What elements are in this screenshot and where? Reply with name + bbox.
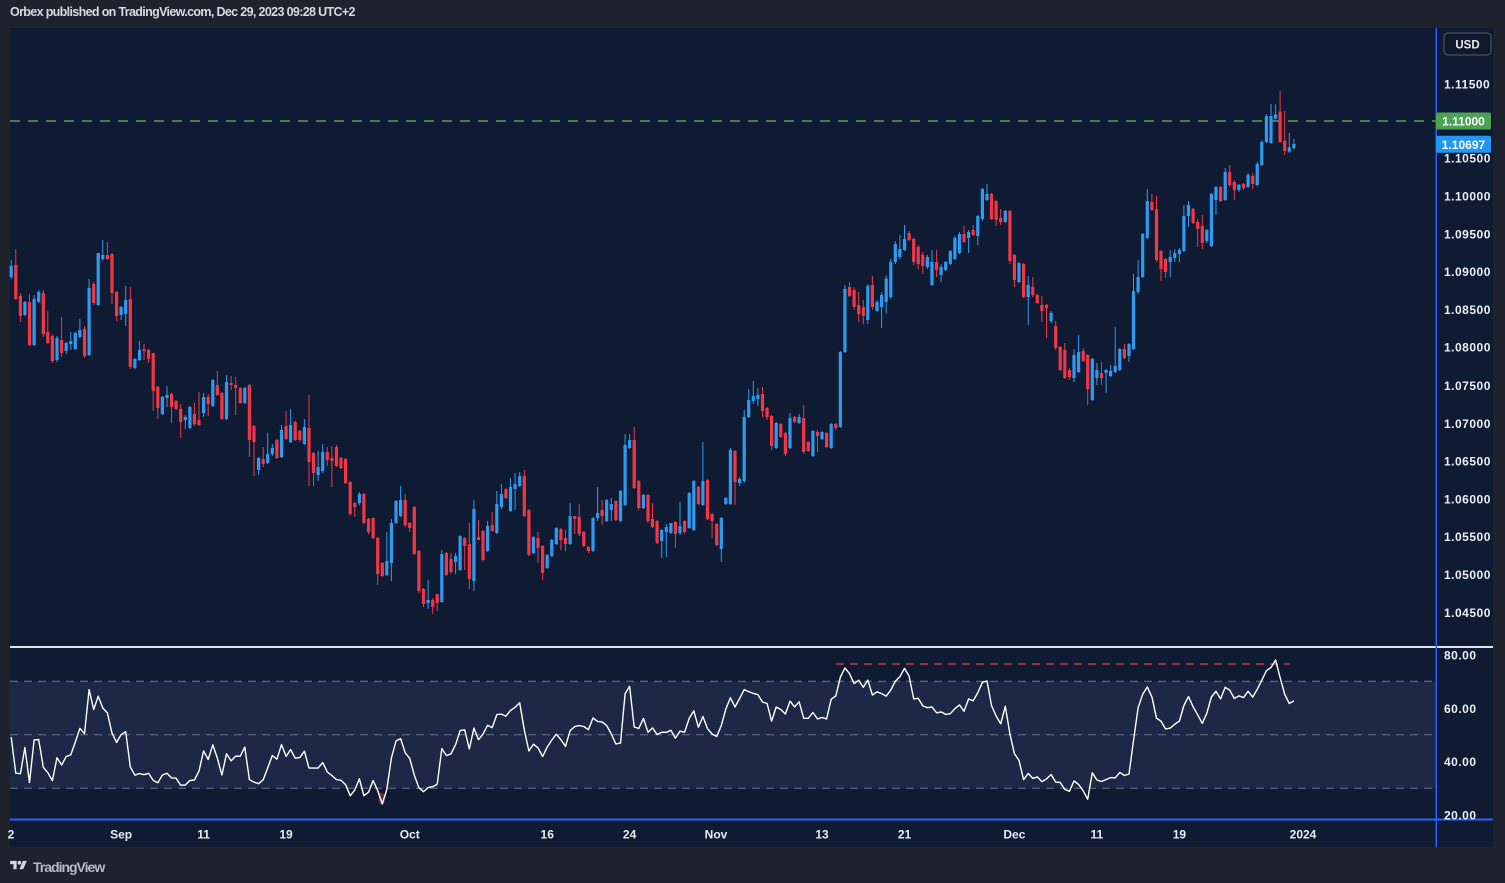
svg-text:USD: USD (1455, 40, 1479, 52)
svg-text:1.10000: 1.10000 (1444, 190, 1491, 204)
svg-text:1.10500: 1.10500 (1444, 152, 1491, 166)
svg-text:21: 21 (898, 828, 912, 842)
svg-text:1.06500: 1.06500 (1444, 455, 1491, 469)
svg-text:1.08000: 1.08000 (1444, 341, 1491, 355)
svg-text:1.06000: 1.06000 (1444, 492, 1491, 506)
svg-text:1.09000: 1.09000 (1444, 265, 1491, 279)
svg-text:1.05000: 1.05000 (1444, 568, 1491, 582)
svg-text:1.09500: 1.09500 (1444, 227, 1491, 241)
svg-text:11: 11 (197, 828, 210, 842)
svg-text:Dec: Dec (1003, 828, 1025, 842)
svg-text:60.00: 60.00 (1444, 702, 1477, 716)
svg-text:16: 16 (541, 828, 555, 842)
svg-text:1.08500: 1.08500 (1444, 303, 1491, 317)
svg-text:1.05500: 1.05500 (1444, 530, 1491, 544)
svg-text:80.00: 80.00 (1444, 649, 1477, 663)
svg-text:Sep: Sep (110, 828, 132, 842)
svg-text:2024: 2024 (1290, 828, 1317, 842)
svg-text:Nov: Nov (705, 828, 728, 842)
svg-text:1.04500: 1.04500 (1444, 606, 1491, 620)
svg-text:1.11000: 1.11000 (1442, 115, 1485, 129)
svg-text:2: 2 (8, 828, 15, 842)
svg-text:1.10697: 1.10697 (1442, 138, 1486, 152)
svg-text:13: 13 (815, 828, 829, 842)
svg-text:11: 11 (1091, 828, 1104, 842)
svg-text:Oct: Oct (400, 828, 420, 842)
svg-text:20.00: 20.00 (1444, 808, 1477, 822)
svg-text:1.11500: 1.11500 (1444, 78, 1490, 92)
svg-text:19: 19 (279, 828, 293, 842)
svg-text:24: 24 (623, 828, 637, 842)
svg-text:40.00: 40.00 (1444, 755, 1477, 769)
svg-text:19: 19 (1173, 828, 1187, 842)
svg-text:1.07000: 1.07000 (1444, 417, 1491, 431)
svg-text:1.07500: 1.07500 (1444, 379, 1491, 393)
